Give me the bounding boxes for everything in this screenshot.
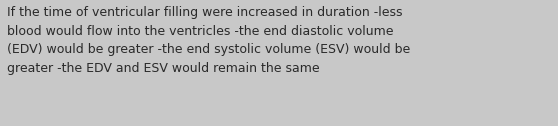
Text: If the time of ventricular filling were increased in duration -less
blood would : If the time of ventricular filling were … bbox=[7, 6, 410, 75]
